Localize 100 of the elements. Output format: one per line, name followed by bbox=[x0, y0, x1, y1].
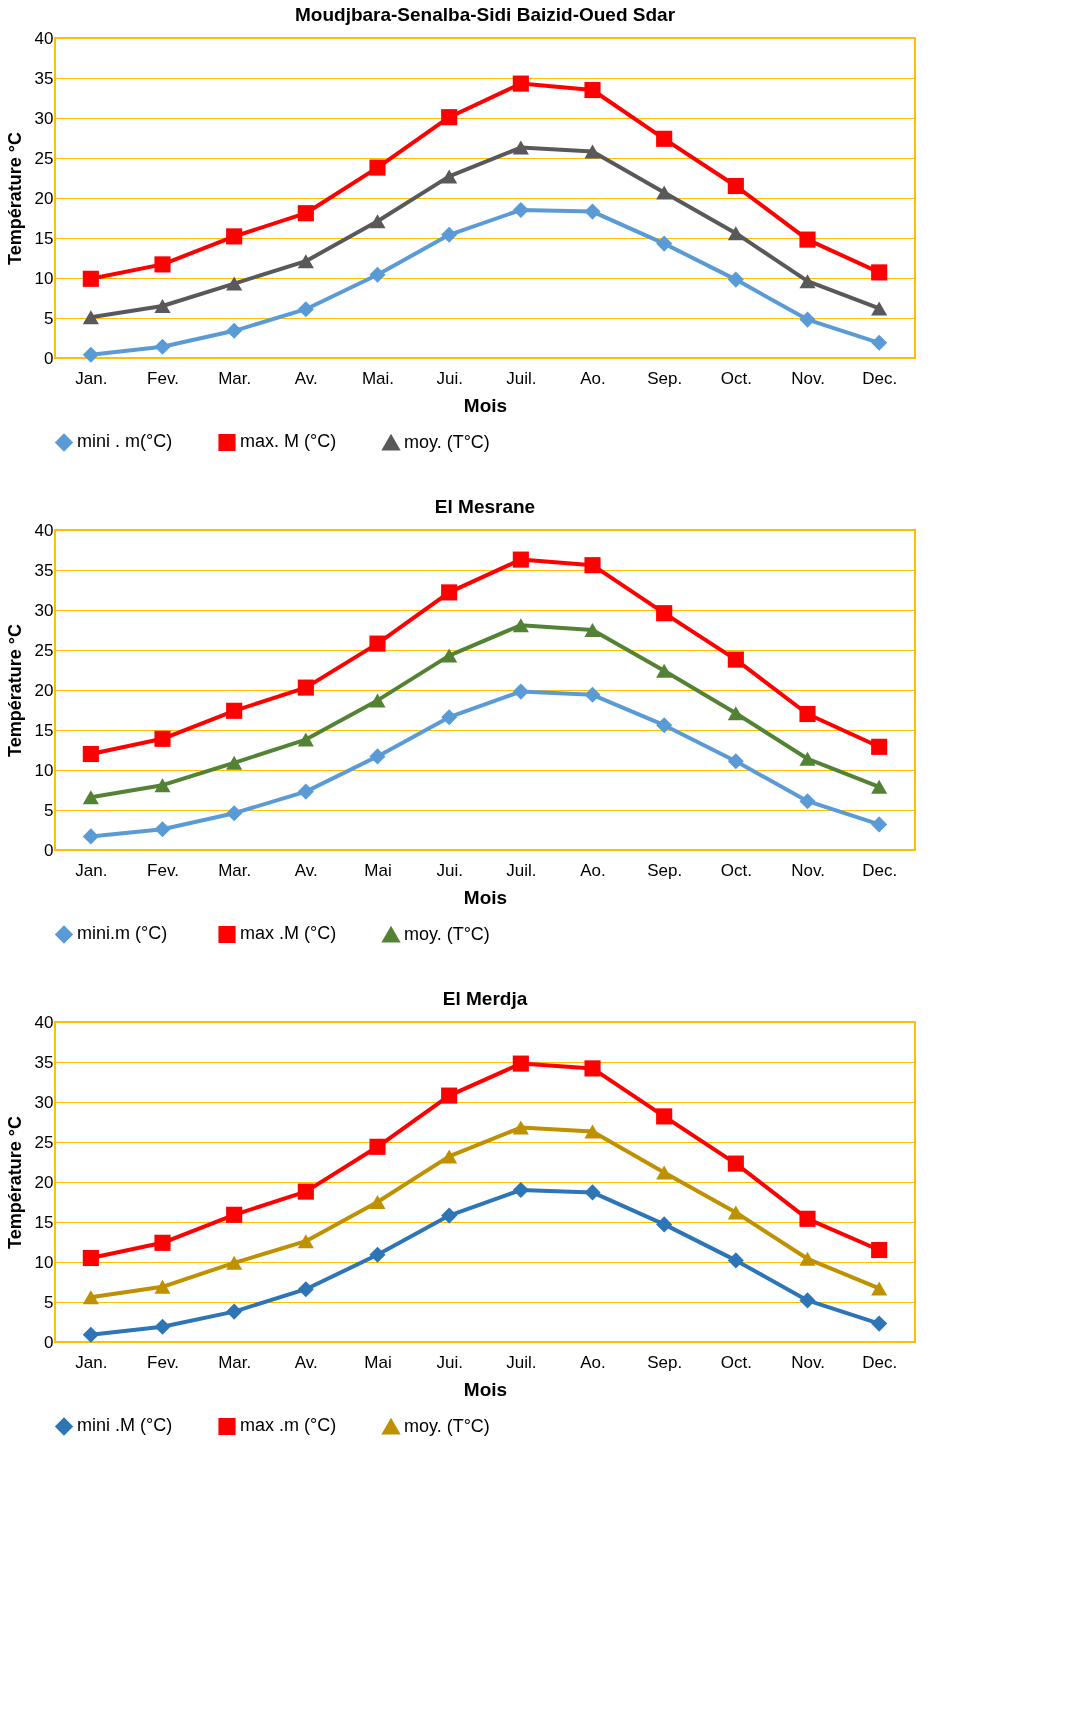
point bbox=[512, 618, 529, 633]
x-tick-label: Ao. bbox=[580, 1352, 606, 1372]
y-tick-label: 0 bbox=[44, 348, 54, 368]
x-tick-label: Jui. bbox=[436, 368, 463, 388]
y-tick-label: 40 bbox=[34, 1012, 54, 1032]
point bbox=[369, 635, 386, 652]
point bbox=[799, 311, 816, 328]
point bbox=[297, 254, 314, 269]
legend-label: mini .M (°C) bbox=[77, 1415, 173, 1436]
point bbox=[369, 214, 386, 229]
y-tick-label: 5 bbox=[44, 308, 54, 328]
x-tick-label: Jan. bbox=[75, 860, 108, 880]
point bbox=[727, 226, 744, 241]
point bbox=[512, 1181, 529, 1199]
point bbox=[226, 755, 243, 770]
x-tick-label: Mar. bbox=[218, 368, 252, 388]
point bbox=[799, 1292, 816, 1309]
point bbox=[154, 299, 171, 313]
point bbox=[441, 648, 458, 663]
point bbox=[871, 301, 888, 316]
x-tick-label: Nov. bbox=[791, 368, 825, 388]
y-tick-label: 10 bbox=[34, 1252, 54, 1272]
legend-label: max. M (°C) bbox=[240, 431, 337, 452]
point bbox=[82, 270, 99, 287]
y-tick-label: 15 bbox=[34, 228, 54, 248]
x-tick-label: Mai bbox=[364, 860, 392, 880]
point bbox=[226, 805, 243, 822]
point bbox=[727, 177, 744, 195]
y-tick-label: 20 bbox=[34, 188, 54, 208]
point bbox=[871, 816, 888, 833]
point bbox=[154, 730, 171, 747]
y-axis-title: Température °C bbox=[4, 624, 25, 757]
point bbox=[584, 203, 601, 220]
legend-label: mini . m(°C) bbox=[77, 431, 173, 452]
point bbox=[799, 274, 816, 289]
y-tick-label: 35 bbox=[34, 68, 54, 88]
y-tick-label: 15 bbox=[34, 720, 54, 740]
x-tick-label: Nov. bbox=[791, 860, 825, 880]
point bbox=[512, 75, 529, 92]
legend-label: mini.m (°C) bbox=[77, 923, 168, 944]
point bbox=[82, 346, 99, 363]
legend-label: max .M (°C) bbox=[240, 923, 337, 944]
point bbox=[512, 551, 529, 568]
point bbox=[297, 301, 314, 318]
point bbox=[154, 1318, 171, 1335]
x-tick-label: Juil. bbox=[506, 1352, 537, 1372]
point bbox=[799, 793, 816, 810]
y-tick-label: 25 bbox=[34, 1132, 54, 1152]
point bbox=[656, 235, 673, 252]
y-tick-label: 15 bbox=[34, 1212, 54, 1232]
point bbox=[656, 1165, 673, 1180]
point bbox=[441, 1087, 458, 1104]
point bbox=[154, 256, 171, 273]
point bbox=[226, 1303, 243, 1320]
point bbox=[799, 231, 816, 248]
y-tick-label: 5 bbox=[44, 800, 54, 820]
legend-label: moy. (T°C) bbox=[404, 431, 490, 452]
y-tick-label: 20 bbox=[34, 680, 54, 700]
point bbox=[369, 266, 386, 283]
point bbox=[727, 706, 744, 721]
x-tick-label: Av. bbox=[294, 368, 318, 388]
point bbox=[584, 623, 601, 637]
x-tick-label: Jui. bbox=[436, 1352, 463, 1372]
y-tick-label: 10 bbox=[34, 268, 54, 288]
point bbox=[441, 709, 458, 726]
point bbox=[441, 584, 458, 601]
point bbox=[512, 140, 529, 155]
point bbox=[297, 679, 314, 696]
x-tick-label: Fev. bbox=[147, 368, 179, 388]
x-tick-label: Mar. bbox=[218, 860, 252, 880]
x-tick-label: Juil. bbox=[506, 860, 537, 880]
point bbox=[799, 1210, 816, 1227]
x-tick-label: Dec. bbox=[862, 1352, 898, 1372]
point bbox=[154, 1279, 171, 1294]
point bbox=[226, 702, 243, 719]
point bbox=[82, 828, 99, 845]
point bbox=[154, 778, 171, 793]
y-tick-label: 35 bbox=[34, 560, 54, 580]
point bbox=[369, 693, 386, 708]
x-tick-label: Nov. bbox=[791, 1352, 825, 1372]
x-tick-label: Oct. bbox=[720, 368, 752, 388]
point bbox=[154, 338, 171, 355]
point bbox=[441, 109, 458, 126]
point bbox=[154, 1234, 171, 1251]
point bbox=[441, 169, 458, 184]
point bbox=[799, 751, 816, 766]
point bbox=[727, 271, 744, 288]
x-tick-label: Av. bbox=[294, 1352, 318, 1372]
point bbox=[871, 779, 888, 794]
y-tick-label: 10 bbox=[34, 760, 54, 780]
x-tick-label: Sep. bbox=[647, 1352, 683, 1372]
point bbox=[512, 1055, 529, 1072]
x-tick-label: Sep. bbox=[647, 860, 683, 880]
x-tick-label: Jan. bbox=[75, 1352, 108, 1372]
point bbox=[82, 1249, 99, 1267]
y-tick-label: 20 bbox=[34, 1172, 54, 1192]
point bbox=[441, 1207, 458, 1224]
x-axis-title: Mois bbox=[463, 394, 508, 416]
point bbox=[799, 705, 816, 723]
y-tick-label: 30 bbox=[34, 1092, 54, 1112]
